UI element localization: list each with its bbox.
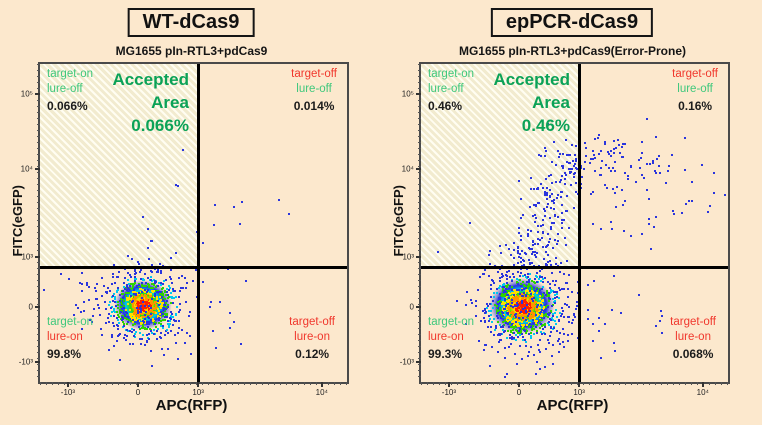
- tick-mark: [416, 92, 421, 95]
- quadrant-percent: 0.066%: [47, 98, 88, 113]
- y-tick-label: 10⁵: [20, 89, 33, 99]
- tick-mark: [701, 382, 704, 387]
- y-tick-label: 10⁴: [20, 164, 33, 174]
- tick-mark: [136, 382, 139, 387]
- tick-mark: [416, 167, 421, 170]
- quadrant-horizontal-line: [421, 265, 728, 269]
- x-tick-label: 10³: [573, 388, 585, 397]
- gate-label: target-off: [289, 316, 335, 329]
- gate-label: target-on: [428, 316, 475, 329]
- quadrant-percent: 0.46%: [428, 98, 463, 113]
- quadrant-lower-right-label: target-off lure-on 0.12%: [289, 315, 335, 362]
- y-axis-minor-ticks: [37, 64, 40, 382]
- tick-mark: [35, 305, 40, 308]
- gate-label: target-on: [47, 316, 94, 329]
- tick-mark: [578, 382, 581, 387]
- gate-label: target-off: [291, 68, 337, 80]
- tick-mark: [35, 256, 40, 259]
- x-tick-label: 0: [516, 388, 522, 397]
- tick-mark: [197, 382, 200, 387]
- plot-area: target-on lure-off 0.066% Accepted Area …: [19, 62, 349, 397]
- x-axis-minor-ticks: [421, 382, 728, 385]
- plot-area: target-on lure-off 0.46% Accepted Area 0…: [400, 62, 730, 397]
- quadrant-vertical-line: [578, 64, 582, 382]
- tick-mark: [35, 167, 40, 170]
- x-tick-label: -10³: [441, 388, 457, 397]
- x-tick-label: -10³: [60, 388, 76, 397]
- scatter-layer: [40, 64, 347, 382]
- quadrant-percent: 99.3%: [428, 347, 463, 362]
- x-tick-label: 10³: [192, 388, 204, 397]
- panel-title: WT-dCas9: [127, 8, 255, 37]
- x-tick-label: 0: [135, 388, 141, 397]
- panel-eppcr-dcas9: epPCR-dCas9 MG1655 pIn-RTL3+pdCas9(Error…: [381, 0, 762, 425]
- gate-label: lure-on: [428, 331, 464, 344]
- x-tick-label: 10⁴: [315, 388, 328, 397]
- y-tick-label: 10³: [402, 252, 414, 262]
- tick-mark: [447, 382, 450, 387]
- quadrant-percent: 0.16%: [678, 98, 713, 113]
- x-axis-label: APC(RFP): [155, 397, 228, 414]
- quadrant-lower-right-label: target-off lure-on 0.068%: [670, 315, 716, 362]
- tick-mark: [35, 360, 40, 363]
- quadrant-vertical-line: [197, 64, 201, 382]
- tick-mark: [517, 382, 520, 387]
- gate-label: lure-on: [294, 331, 330, 344]
- quadrant-percent: 0.12%: [295, 347, 330, 362]
- tick-mark: [320, 382, 323, 387]
- gate-label: target-off: [672, 68, 718, 80]
- panel-wt-dcas9: WT-dCas9 MG1655 pIn-RTL3+pdCas9 FITC(eGF…: [9, 8, 349, 414]
- y-tick-label: 0: [409, 302, 414, 312]
- quadrant-percent: 0.014%: [293, 98, 335, 113]
- y-tick-label: 0: [28, 302, 33, 312]
- tick-mark: [416, 360, 421, 363]
- y-tick-label: -10³: [399, 357, 414, 367]
- panel-subtitle: MG1655 pIn-RTL3+pdCas9(Error-Prone): [458, 44, 687, 58]
- quadrant-horizontal-line: [40, 265, 347, 269]
- x-tick-label: 10⁴: [696, 388, 709, 397]
- gate-label: lure-on: [47, 331, 83, 344]
- y-tick-label: 10³: [21, 252, 33, 262]
- quadrant-percent: 0.068%: [672, 347, 714, 362]
- quadrant-upper-left-label: target-on lure-off 0.46%: [428, 67, 474, 114]
- gate-label: lure-on: [675, 331, 711, 344]
- quadrant-upper-right-label: target-off lure-off 0.014%: [291, 67, 337, 114]
- tick-mark: [66, 382, 69, 387]
- x-axis-label: APC(RFP): [536, 397, 609, 414]
- gate-label: lure-off: [47, 82, 83, 95]
- y-tick-label: 10⁴: [401, 164, 414, 174]
- y-axis-minor-ticks: [418, 64, 421, 382]
- quadrant-upper-left-label: target-on lure-off 0.066%: [47, 67, 93, 114]
- scatter-layer: [421, 64, 728, 382]
- y-tick-label: -10³: [18, 357, 33, 367]
- y-axis-label: FITC(eGFP): [390, 185, 406, 257]
- y-tick-label: 10⁵: [401, 89, 414, 99]
- gate-label: lure-off: [428, 82, 464, 95]
- quadrant-lower-left-label: target-on lure-on 99.3%: [428, 315, 474, 362]
- accepted-area-callout: Accepted Area 0.066%: [112, 70, 189, 135]
- accepted-area-hatch: [421, 64, 580, 267]
- tick-mark: [35, 92, 40, 95]
- gate-label: target-on: [428, 68, 475, 80]
- gate-label: lure-off: [296, 82, 332, 95]
- quadrant-lower-left-label: target-on lure-on 99.8%: [47, 315, 93, 362]
- accepted-area-callout: Accepted Area 0.46%: [493, 70, 570, 135]
- gate-label: lure-off: [677, 82, 713, 95]
- quadrant-percent: 99.8%: [47, 347, 82, 362]
- y-axis-label: FITC(eGFP): [9, 185, 25, 257]
- tick-mark: [416, 256, 421, 259]
- gate-label: target-off: [670, 316, 716, 329]
- accepted-area-hatch: [40, 64, 199, 267]
- panel-title: epPCR-dCas9: [490, 8, 654, 37]
- quadrant-upper-right-label: target-off lure-off 0.16%: [672, 67, 718, 114]
- gate-label: target-on: [47, 68, 94, 80]
- tick-mark: [416, 305, 421, 308]
- panel-subtitle: MG1655 pIn-RTL3+pdCas9: [115, 44, 268, 58]
- x-axis-minor-ticks: [40, 382, 347, 385]
